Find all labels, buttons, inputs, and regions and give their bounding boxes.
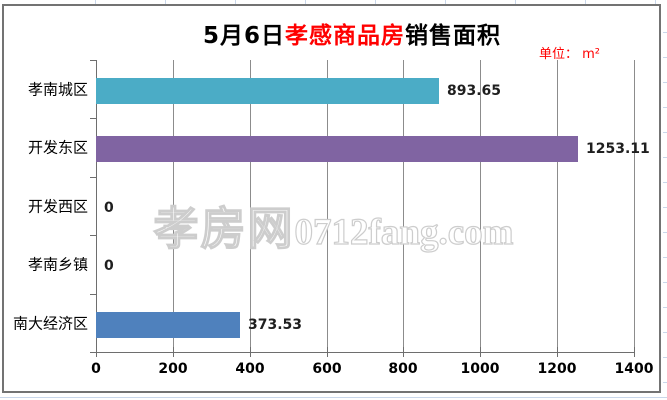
unit-label: 单位： m²	[538, 47, 600, 62]
x-axis-label: 0	[91, 361, 101, 377]
x-axis-tick	[557, 347, 558, 357]
gridline	[250, 60, 251, 352]
chart-title: 5月6日孝感商品房销售面积	[83, 16, 621, 50]
gridline	[480, 60, 481, 352]
x-axis-tick	[327, 347, 328, 357]
gridline	[403, 60, 404, 352]
value-label: 373.53	[248, 317, 303, 333]
spreadsheet-gridlines-right	[663, 4, 667, 394]
category-label: 开发西区	[27, 197, 88, 216]
category-label: 孝南城区	[27, 80, 88, 99]
x-axis-tick	[250, 347, 251, 357]
bar	[96, 136, 578, 162]
bar-row: 孝南城区 893.65	[0, 60, 667, 118]
value-label: 893.65	[447, 83, 502, 99]
chart-title-highlight: 孝感商品房	[285, 23, 405, 49]
gridline	[173, 60, 174, 352]
x-axis-label: 1400	[614, 361, 654, 377]
chart-title-prefix: 5月6日	[202, 23, 285, 49]
y-axis-line	[96, 60, 97, 353]
x-axis-tick	[96, 347, 97, 357]
y-axis-tick	[90, 352, 96, 353]
category-label: 孝南乡镇	[27, 255, 88, 274]
bar	[96, 78, 439, 104]
x-axis-label: 200	[158, 361, 188, 377]
gridline	[327, 60, 328, 352]
y-axis-tick	[90, 177, 96, 178]
x-axis-tick	[403, 347, 404, 357]
x-axis-label: 800	[388, 361, 418, 377]
x-axis-label: 400	[235, 361, 265, 377]
bar-row: 孝南乡镇 0	[0, 235, 667, 293]
gridline	[557, 60, 558, 352]
category-label: 开发东区	[27, 138, 88, 157]
value-label: 1253.11	[586, 141, 650, 157]
chart-title-suffix: 销售面积	[405, 23, 501, 49]
x-axis-line	[96, 352, 635, 353]
bar	[96, 312, 240, 338]
x-axis-label: 1000	[460, 361, 500, 377]
x-axis-tick	[634, 347, 635, 357]
y-axis-tick	[90, 294, 96, 295]
x-axis-tick	[173, 347, 174, 357]
value-label: 0	[104, 258, 114, 274]
y-axis-tick	[90, 118, 96, 119]
y-axis-tick	[90, 235, 96, 236]
x-axis-label: 600	[312, 361, 342, 377]
value-label: 0	[104, 200, 114, 216]
spreadsheet-gridlines-top	[2, 0, 663, 4]
x-axis-label: 1200	[537, 361, 577, 377]
bar-row: 南大经济区 373.53	[0, 294, 667, 352]
y-axis-tick	[90, 60, 96, 61]
gridline	[634, 60, 635, 352]
spreadsheet-gridline-bottom	[0, 397, 667, 398]
x-axis-tick	[480, 347, 481, 357]
bar-row: 开发西区 0	[0, 177, 667, 235]
category-label: 南大经济区	[12, 314, 88, 333]
bar-row: 开发东区 1253.11	[0, 118, 667, 176]
